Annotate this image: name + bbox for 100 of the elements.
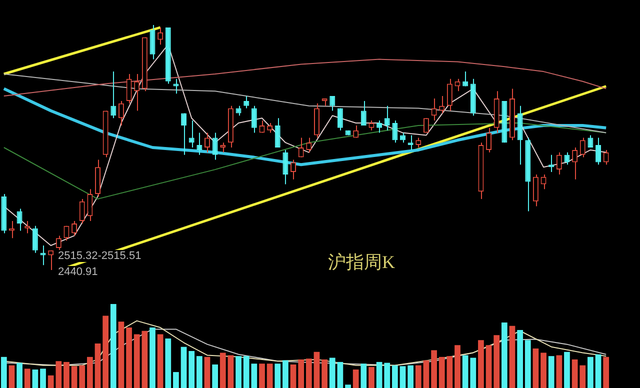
bar: [236, 356, 242, 388]
bar: [220, 352, 226, 388]
candlestick: [181, 112, 187, 156]
bar: [32, 370, 38, 388]
candlestick: [8, 220, 14, 239]
bar: [8, 365, 15, 388]
candlestick: [290, 159, 296, 180]
bar: [71, 366, 78, 388]
bar: [392, 365, 398, 388]
bar: [337, 362, 344, 388]
candlestick: [462, 71, 468, 87]
candlestick: [16, 208, 22, 232]
bar: [532, 348, 539, 388]
bar: [564, 352, 570, 388]
bar: [509, 326, 516, 388]
bar: [360, 364, 367, 388]
bar: [266, 364, 273, 388]
candlestick: [572, 147, 578, 180]
bar: [212, 364, 218, 388]
bar: [157, 334, 164, 388]
bar: [259, 364, 265, 388]
bar: [352, 370, 359, 388]
candlestick: [87, 188, 93, 222]
candlestick: [204, 132, 210, 153]
bar: [322, 359, 328, 388]
bar: [204, 356, 210, 388]
candlestick: [556, 152, 562, 175]
bar: [165, 338, 172, 388]
bar: [110, 304, 116, 388]
bar: [556, 355, 562, 388]
bar: [228, 355, 234, 388]
candlestick: [274, 118, 280, 148]
candlestick: [330, 96, 336, 112]
candlestick: [118, 100, 124, 126]
bar: [0, 356, 7, 388]
candlestick: [353, 124, 359, 138]
candlestick: [368, 120, 374, 131]
bar: [478, 340, 484, 388]
bar: [16, 362, 22, 388]
bar: [196, 356, 202, 388]
bar: [150, 328, 156, 388]
candlestick: [376, 120, 382, 134]
candlestick: [64, 225, 70, 242]
bar: [524, 340, 531, 388]
bar: [64, 362, 70, 388]
candlestick: [580, 137, 586, 158]
bar: [329, 358, 336, 388]
bar: [188, 351, 195, 388]
candlestick: [603, 149, 609, 166]
bar: [415, 365, 422, 388]
bar: [548, 356, 554, 388]
candlestick: [596, 137, 602, 166]
bar: [408, 365, 414, 388]
bar: [595, 354, 602, 388]
candlestick: [392, 120, 398, 144]
bar: [94, 343, 101, 388]
bar: [494, 335, 500, 388]
candlestick: [79, 198, 85, 224]
bar: [431, 350, 437, 388]
annotation: 2515.32-2515.51: [58, 250, 142, 262]
annotation: 沪指周K: [328, 250, 395, 274]
candlestick: [431, 98, 437, 122]
bar: [486, 345, 492, 388]
bar: [79, 365, 86, 388]
candlestick: [24, 220, 30, 234]
candlestick: [220, 142, 226, 153]
bar: [572, 359, 578, 388]
bar: [345, 384, 351, 388]
bar: [368, 367, 374, 388]
candlestick: [548, 154, 554, 172]
candlestick: [158, 26, 164, 46]
candlestick: [134, 74, 140, 112]
bar: [290, 364, 296, 388]
candlestick: [282, 149, 288, 185]
bar: [517, 330, 523, 388]
candlestick: [188, 120, 194, 148]
bar: [400, 366, 406, 388]
bar: [118, 322, 124, 388]
candlestick: [486, 127, 492, 153]
bar: [603, 356, 610, 388]
bar: [298, 359, 304, 388]
bar: [314, 352, 320, 388]
candlestick: [72, 220, 78, 236]
bar: [588, 356, 594, 388]
bar: [102, 316, 109, 388]
bar: [274, 364, 281, 388]
bar: [580, 365, 586, 388]
bar: [126, 328, 132, 388]
candlestick: [360, 100, 366, 126]
candlestick: [337, 108, 343, 131]
candlestick: [126, 74, 132, 104]
candlestick: [540, 174, 546, 190]
bar: [87, 356, 93, 388]
bar: [540, 352, 546, 388]
candlestick: [532, 174, 538, 207]
candlestick: [212, 132, 218, 160]
candlestick: [196, 132, 202, 156]
candlestick: [446, 78, 452, 112]
candlestick: [267, 122, 273, 134]
candlestick: [454, 78, 460, 92]
